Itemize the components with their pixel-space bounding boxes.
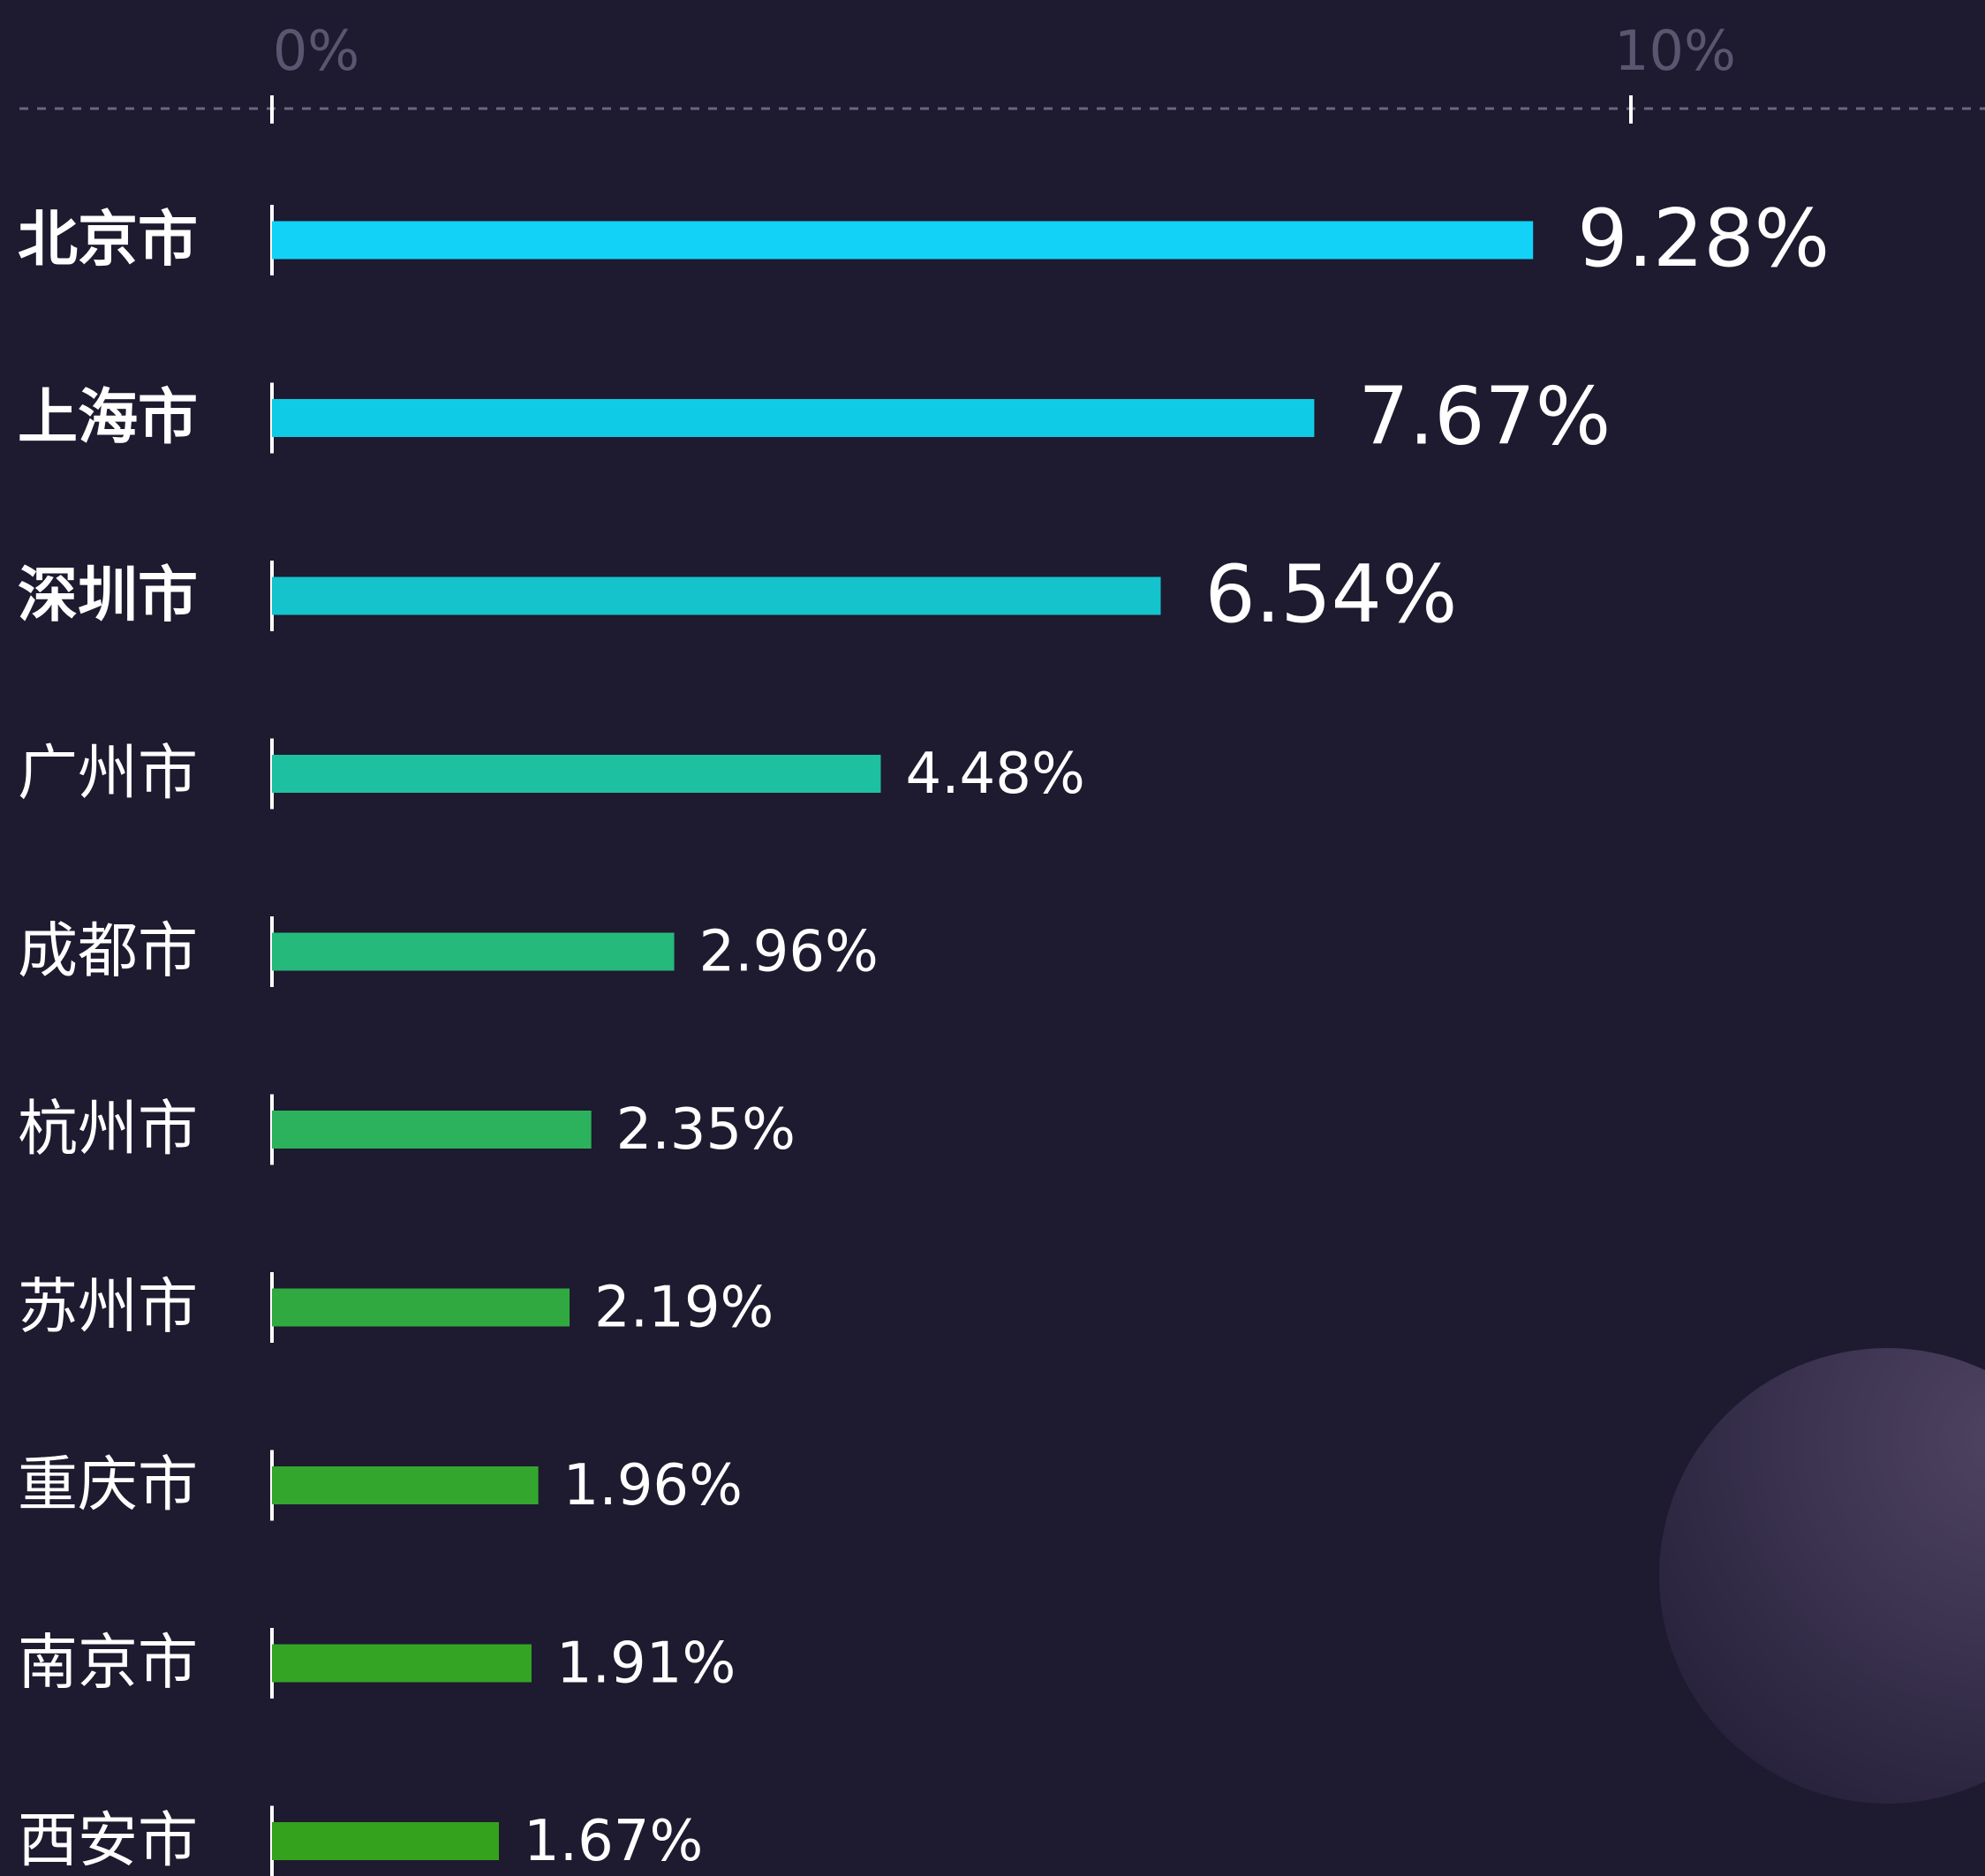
bar [272, 1644, 532, 1683]
decoration-circle [1659, 1348, 1985, 1804]
x-tick-label: 10% [1614, 19, 1736, 83]
bar [272, 932, 675, 971]
category-label: 苏州市 [18, 1273, 198, 1343]
category-label: 南京市 [18, 1629, 198, 1699]
value-label: 6.54% [1205, 548, 1458, 641]
bar [272, 221, 1534, 260]
category-label: 上海市 [18, 383, 198, 453]
bar [272, 1288, 570, 1327]
bar [272, 576, 1161, 615]
value-label: 1.96% [563, 1453, 743, 1518]
value-label: 2.19% [594, 1276, 774, 1341]
category-label: 北京市 [18, 206, 198, 275]
value-label: 7.67% [1358, 370, 1611, 463]
value-label: 2.35% [616, 1097, 796, 1163]
value-label: 4.48% [905, 742, 1084, 807]
bar [272, 755, 881, 793]
x-tick-label: 0% [273, 19, 359, 83]
category-label: 重庆市 [18, 1450, 198, 1520]
value-label: 1.91% [556, 1631, 736, 1697]
category-label: 深圳市 [18, 561, 198, 631]
bar [272, 1822, 500, 1860]
bar [272, 399, 1315, 437]
category-label: 杭州市 [18, 1095, 198, 1164]
category-label: 西安市 [18, 1806, 198, 1876]
category-label: 广州市 [18, 739, 198, 809]
bar [272, 1111, 592, 1149]
category-label: 成都市 [18, 917, 198, 987]
value-label: 1.67% [524, 1809, 703, 1874]
bar [272, 1466, 539, 1504]
value-label: 9.28% [1577, 192, 1830, 285]
value-label: 2.96% [699, 920, 879, 985]
